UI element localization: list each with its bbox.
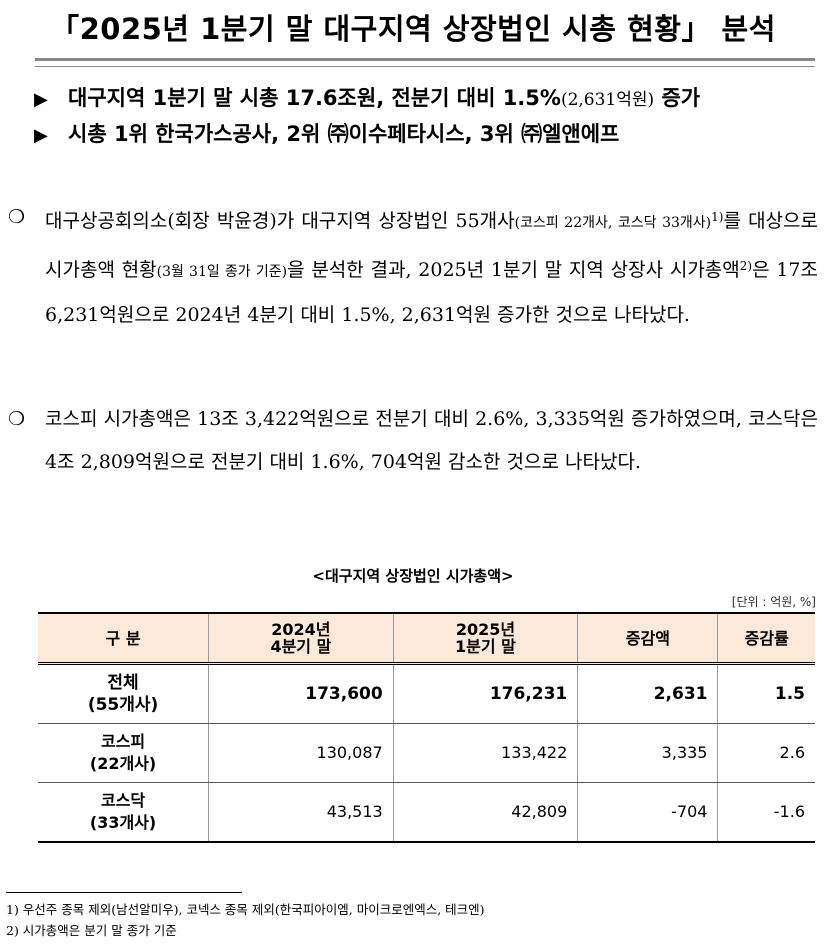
text-small: (2,631억원): [560, 90, 655, 110]
arrow-icon: ▶: [34, 125, 48, 146]
row-label: 전체 (55개사): [38, 663, 209, 724]
table-unit: [단위 : 억원, %]: [731, 595, 816, 609]
paragraph: ❍ 대구상공회의소(회장 박윤경)가 대구지역 상장법인 55개사(코스피 22개…: [8, 196, 818, 337]
header-row: 구 분 2024년 4분기 말 2025년 1분기 말 증감액 증감률: [38, 612, 815, 665]
bullet-icon: ❍: [8, 408, 26, 430]
header-cell: 구 분: [38, 612, 209, 665]
header-cell: 증감액: [577, 612, 718, 665]
text-normal: 대구상공회의소(회장 박윤경)가 대구지역 상장법인 55개사: [45, 210, 515, 232]
paragraph-body: 코스피 시가총액은 13조 3,422억원으로 전분기 대비 2.6%, 3,3…: [45, 398, 818, 484]
row-label: 코스닥 (33개사): [38, 782, 209, 843]
text-sup: 2): [739, 259, 753, 273]
footnote: 2) 시가총액은 분기 말 종가 기준: [6, 923, 177, 938]
paragraph: ❍ 코스피 시가총액은 13조 3,422억원으로 전분기 대비 2.6%, 3,…: [8, 398, 818, 484]
header-cell: 2024년 4분기 말: [208, 612, 394, 665]
table-row: 전체 (55개사) 173,600 176,231 2,631 1.5: [38, 663, 815, 724]
bullet-icon: ❍: [8, 206, 26, 228]
footnote: 1) 우선주 종목 제외(남선알미우), 코넥스 종목 제외(한국피아이엠, 마…: [6, 902, 485, 917]
highlight: ▶ 대구지역 1분기 말 시총 17.6조원, 전분기 대비 1.5%(2,631…: [34, 82, 700, 112]
arrow-icon: ▶: [34, 89, 48, 110]
cell: 2,631: [577, 663, 718, 724]
cell: 43,513: [208, 782, 394, 843]
text-normal: 증가: [654, 86, 701, 110]
cell: 133,422: [392, 723, 578, 783]
title: 「2025년 1분기 말 대구지역 상장법인 시총 현황」 분석: [50, 12, 776, 46]
cell: 130,087: [208, 723, 394, 783]
cell: 1.5: [717, 663, 815, 724]
data-table: 구 분 2024년 4분기 말 2025년 1분기 말 증감액 증감률 전체 (55개사)…: [38, 612, 815, 843]
cell: -1.6: [717, 782, 815, 843]
table-row: 코스닥 (33개사) 43,513 42,809 -704 -1.6: [38, 782, 815, 843]
text-normal: 대구지역 1분기 말 시총 17.6조원, 전분기 대비 1.5%: [68, 86, 561, 110]
text-normal: 을 분석한 결과, 2025년 1분기 말 지역 상장사 시가총액: [287, 259, 740, 281]
cell: 176,231: [392, 663, 578, 724]
highlight: ▶ 시총 1위 한국가스공사, 2위 ㈜이수페타시스, 3위 ㈜엘앤에프: [34, 118, 619, 148]
row-label: 코스피 (22개사): [38, 723, 209, 783]
paragraph-body: 대구상공회의소(회장 박윤경)가 대구지역 상장법인 55개사(코스피 22개사…: [45, 196, 818, 337]
header-cell: 2025년 1분기 말: [392, 612, 578, 665]
cell: -704: [577, 782, 718, 843]
cell: 42,809: [392, 782, 578, 843]
table-caption: <대구지역 상장법인 시가총액>: [312, 567, 514, 585]
text-small: (코스피 22개사, 코스닥 33개사): [514, 215, 712, 231]
text-normal: 은 17조 6,231억원으로 2024년 4분기 대비 1.5%, 2,631…: [45, 259, 818, 326]
title-rule: [35, 58, 815, 67]
text-sup: 1): [711, 210, 724, 224]
cell: 173,600: [208, 663, 394, 724]
text-normal: 코스피 시가총액은 13조 3,422억원으로 전분기 대비 2.6%, 3,3…: [45, 408, 818, 473]
header-cell: 증감률: [717, 612, 815, 665]
cell: 3,335: [577, 723, 718, 783]
footnote-rule: [6, 892, 242, 893]
text-small: (3월 31일 종가 기준): [156, 264, 288, 280]
text-normal: 를 대상으로 시가총액 현황: [45, 210, 819, 281]
table-row: 코스피 (22개사) 130,087 133,422 3,335 2.6: [38, 723, 815, 783]
text-normal: 시총 1위 한국가스공사, 2위 ㈜이수페타시스, 3위 ㈜엘앤에프: [68, 122, 620, 146]
cell: 2.6: [717, 723, 815, 783]
